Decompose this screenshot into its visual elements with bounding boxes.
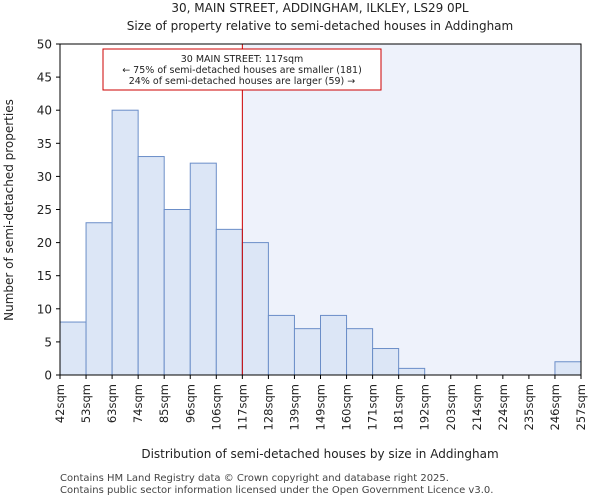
y-tick-label: 40 [37,104,52,118]
y-tick-label: 50 [37,38,52,52]
x-tick-label: 139sqm [287,384,301,430]
histogram-bar [346,328,374,376]
x-tick-label: 106sqm [209,384,223,430]
annotation-line-2: ← 75% of semi-detached houses are smalle… [122,65,362,76]
x-tick-label: 85sqm [157,384,171,423]
x-tick-label: 160sqm [340,384,354,430]
y-tick-label: 25 [37,203,52,217]
x-axis-label: Distribution of semi-detached houses by … [141,447,498,461]
histogram-bar [111,109,139,376]
footer-line-1: Contains HM Land Registry data © Crown c… [60,473,449,484]
x-tick-label: 192sqm [418,384,432,430]
x-tick-label: 149sqm [314,384,328,430]
x-tick-label: 257sqm [574,384,588,430]
x-tick-label: 117sqm [235,384,249,430]
x-tick-label: 74sqm [131,384,145,423]
y-tick-label: 15 [37,269,52,283]
histogram-bar [59,321,87,376]
x-tick-label: 246sqm [548,384,562,430]
x-tick-label: 42sqm [53,384,67,423]
histogram-bar [398,367,426,376]
x-tick-label: 96sqm [183,384,197,423]
chart-title: 30, MAIN STREET, ADDINGHAM, ILKLEY, LS29… [171,1,468,15]
annotation-line-1: 30 MAIN STREET: 117sqm [181,54,304,65]
histogram-bar [293,328,322,376]
annotation-box: 30 MAIN STREET: 117sqm ← 75% of semi-det… [102,48,382,91]
y-tick-label: 20 [37,236,52,250]
x-tick-label: 224sqm [496,384,510,430]
x-tick-label: 203sqm [444,384,458,430]
footer-line-2: Contains public sector information licen… [60,485,494,496]
x-tick-label: 63sqm [105,384,119,423]
highlight-region [242,44,581,375]
histogram-bar [215,228,243,376]
x-tick-label: 181sqm [392,384,406,430]
histogram-bar [267,314,295,376]
y-tick-label: 10 [37,302,52,316]
x-tick-label: 128sqm [261,384,275,430]
histogram-bar [85,222,113,376]
x-tick-label: 214sqm [470,384,484,430]
histogram-bar [372,348,400,376]
chart-subtitle: Size of property relative to semi-detach… [127,19,513,33]
histogram-bar [320,314,348,376]
y-tick-label: 45 [37,71,52,85]
x-tick-label: 53sqm [79,384,93,423]
histogram-bar [241,242,269,376]
x-tick-label: 235sqm [522,384,536,430]
plot-frame [59,43,582,376]
annotation-line-3: 24% of semi-detached houses are larger (… [129,76,356,87]
y-tick-label: 30 [37,170,52,184]
histogram-bar [137,156,165,376]
histogram-bar [163,209,191,376]
y-axis-label: Number of semi-detached properties [2,99,16,321]
y-tick-label: 0 [44,369,52,383]
y-tick-label: 5 [44,335,52,349]
x-tick-label: 171sqm [366,384,380,430]
histogram-bar [554,361,582,376]
y-tick-label: 35 [37,137,52,151]
histogram-bar [189,162,217,376]
